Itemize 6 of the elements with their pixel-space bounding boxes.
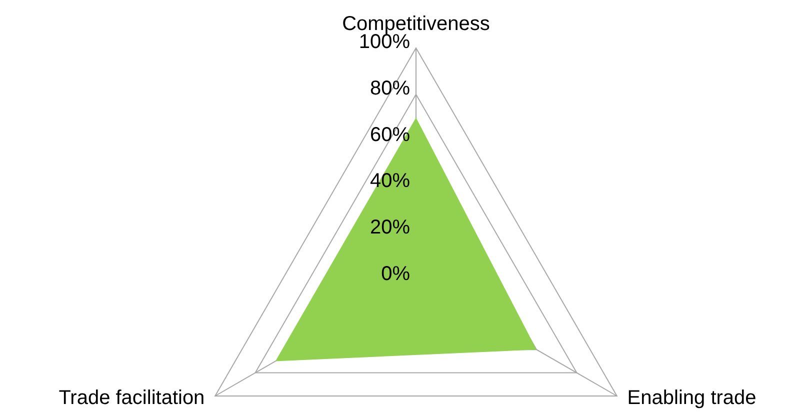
y-tick-label: 80% bbox=[370, 77, 410, 100]
spoke-label: Trade facilitation bbox=[58, 387, 205, 409]
y-tick-label: 20% bbox=[370, 216, 410, 239]
y-tick-label: 0% bbox=[381, 263, 410, 285]
spoke-label: Competitiveness bbox=[342, 13, 490, 35]
spoke-label: Enabling trade bbox=[627, 387, 756, 409]
